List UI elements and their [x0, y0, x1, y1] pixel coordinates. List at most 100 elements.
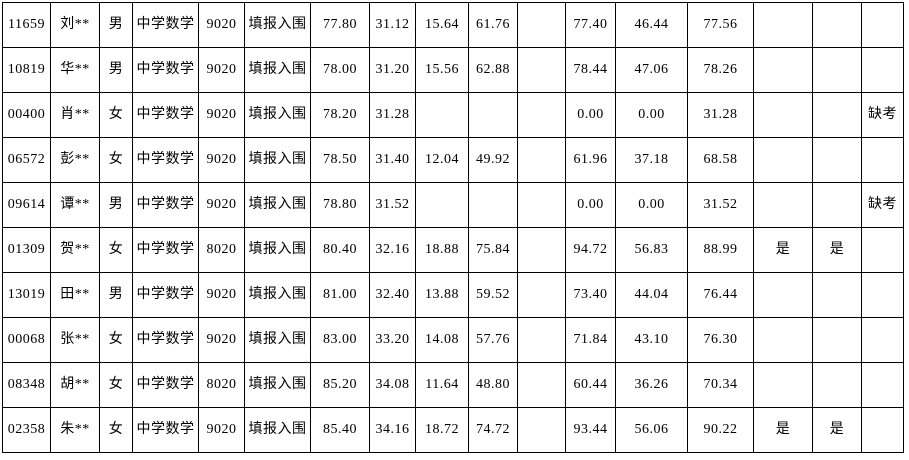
- cell-score-1: 78.00: [310, 47, 370, 93]
- cell-status: 填报入围: [244, 272, 311, 318]
- cell-name: 谭**: [50, 182, 100, 228]
- cell-score-3: 15.56: [415, 47, 469, 93]
- cell-gender: 男: [99, 272, 133, 318]
- cell-gender: 男: [99, 2, 133, 48]
- cell-flag-2: 是: [812, 407, 862, 453]
- cell-flag-2: [812, 47, 862, 93]
- cell-candidate-id: 00400: [2, 92, 51, 138]
- score-sheet: 11659 刘** 男中学数学 9020 填报入围 77.80 31.12 15.64 61.7…: [2, 2, 904, 453]
- cell-score-4: [468, 182, 518, 228]
- cell-score-1: 81.00: [310, 272, 370, 318]
- cell-score-6: 56.06: [615, 407, 688, 453]
- cell-position-code: 9020: [198, 407, 245, 453]
- cell-position-code: 8020: [198, 227, 245, 273]
- cell-score-7: 76.44: [687, 272, 754, 318]
- cell-score-1: 78.80: [310, 182, 370, 228]
- cell-score-5: 78.44: [565, 47, 616, 93]
- cell-score-7: 31.52: [687, 182, 754, 228]
- cell-flag-2: [812, 92, 862, 138]
- cell-score-4: 57.76: [468, 317, 518, 363]
- cell-score-2: 34.16: [369, 407, 416, 453]
- cell-score-5: 77.40: [565, 2, 616, 48]
- cell-name: 张**: [50, 317, 100, 363]
- cell-flag-2: [812, 272, 862, 318]
- cell-score-4: 74.72: [468, 407, 518, 453]
- cell-status: 填报入围: [244, 92, 311, 138]
- cell-status: 填报入围: [244, 182, 311, 228]
- table-row: 02358 朱** 女中学数学 9020 填报入围 85.40 34.16 18.72 74.7…: [2, 407, 904, 453]
- table-row: 11659 刘** 男中学数学 9020 填报入围 77.80 31.12 15.64 61.7…: [2, 2, 904, 48]
- cell-score-5: 0.00: [565, 92, 616, 138]
- cell-flag-2: [812, 317, 862, 363]
- table-row: 10819 华** 男中学数学 9020 填报入围 78.00 31.20 15.56 62.8…: [2, 47, 904, 93]
- cell-status: 填报入围: [244, 137, 311, 183]
- cell-score-1: 78.50: [310, 137, 370, 183]
- cell-name: 刘**: [50, 2, 100, 48]
- cell-name: 彭**: [50, 137, 100, 183]
- cell-score-6: 0.00: [615, 92, 688, 138]
- cell-remark: [861, 227, 904, 273]
- cell-score-7: 70.34: [687, 362, 754, 408]
- cell-score-4: 75.84: [468, 227, 518, 273]
- cell-score-6: 43.10: [615, 317, 688, 363]
- cell-remark: [861, 362, 904, 408]
- cell-score-2: 31.28: [369, 92, 416, 138]
- cell-position-code: 9020: [198, 182, 245, 228]
- table-row: 06572 彭** 女中学数学 9020 填报入围 78.50 31.40 12.04 49.9…: [2, 137, 904, 183]
- cell-score-6: 36.26: [615, 362, 688, 408]
- cell-status: 填报入围: [244, 317, 311, 363]
- cell-gender: 女: [99, 407, 133, 453]
- cell-gender: 男: [99, 47, 133, 93]
- cell-score-4: [468, 92, 518, 138]
- cell-score-6: 46.44: [615, 2, 688, 48]
- cell-gender: 女: [99, 227, 133, 273]
- cell-flag-1: [753, 272, 813, 318]
- table-row: 09614 谭** 男中学数学 9020 填报入围 78.80 31.52 0.00 0.00 3…: [2, 182, 904, 228]
- cell-empty: [517, 407, 566, 453]
- cell-candidate-id: 11659: [2, 2, 51, 48]
- cell-empty: [517, 227, 566, 273]
- cell-flag-1: [753, 47, 813, 93]
- cell-score-4: 61.76: [468, 2, 518, 48]
- cell-empty: [517, 362, 566, 408]
- cell-score-2: 32.16: [369, 227, 416, 273]
- cell-candidate-id: 02358: [2, 407, 51, 453]
- cell-remark: [861, 407, 904, 453]
- cell-score-1: 77.80: [310, 2, 370, 48]
- cell-score-3: 14.08: [415, 317, 469, 363]
- score-table-body: 11659 刘** 男中学数学 9020 填报入围 77.80 31.12 15.64 61.7…: [2, 2, 904, 453]
- cell-gender: 女: [99, 92, 133, 138]
- cell-score-5: 93.44: [565, 407, 616, 453]
- cell-score-1: 80.40: [310, 227, 370, 273]
- cell-flag-1: [753, 317, 813, 363]
- cell-name: 胡**: [50, 362, 100, 408]
- cell-score-4: 48.80: [468, 362, 518, 408]
- cell-position-code: 9020: [198, 272, 245, 318]
- cell-score-5: 60.44: [565, 362, 616, 408]
- cell-candidate-id: 00068: [2, 317, 51, 363]
- cell-candidate-id: 08348: [2, 362, 51, 408]
- cell-score-3: [415, 92, 469, 138]
- cell-position-code: 9020: [198, 137, 245, 183]
- cell-candidate-id: 13019: [2, 272, 51, 318]
- cell-score-4: 49.92: [468, 137, 518, 183]
- cell-score-2: 33.20: [369, 317, 416, 363]
- cell-score-7: 31.28: [687, 92, 754, 138]
- score-table: 11659 刘** 男中学数学 9020 填报入围 77.80 31.12 15.64 61.7…: [2, 2, 904, 453]
- cell-score-3: [415, 182, 469, 228]
- cell-position-code: 9020: [198, 92, 245, 138]
- cell-flag-2: [812, 137, 862, 183]
- cell-score-7: 88.99: [687, 227, 754, 273]
- cell-remark: [861, 137, 904, 183]
- cell-status: 填报入围: [244, 407, 311, 453]
- cell-flag-2: [812, 362, 862, 408]
- cell-flag-1: [753, 182, 813, 228]
- cell-score-3: 13.88: [415, 272, 469, 318]
- cell-empty: [517, 47, 566, 93]
- cell-empty: [517, 317, 566, 363]
- table-row: 01309 贺** 女中学数学 8020 填报入围 80.40 32.16 18.88 75.8…: [2, 227, 904, 273]
- cell-flag-1: 是: [753, 407, 813, 453]
- table-row: 00400 肖** 女中学数学 9020 填报入围 78.20 31.28 0.00 0.00 3…: [2, 92, 904, 138]
- cell-name: 肖**: [50, 92, 100, 138]
- cell-flag-1: [753, 137, 813, 183]
